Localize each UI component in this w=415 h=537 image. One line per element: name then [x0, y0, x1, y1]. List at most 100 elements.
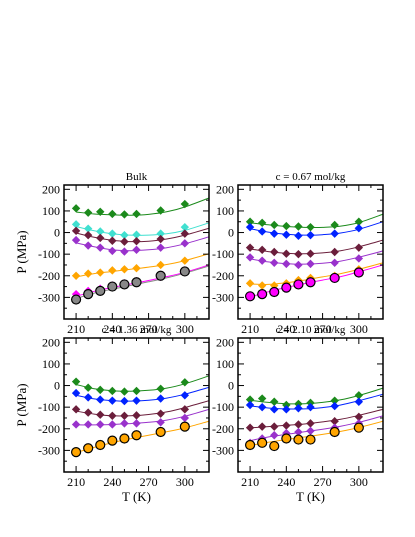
series-5-point — [329, 426, 340, 438]
series-4-line — [75, 236, 209, 252]
y-tick-label: -300 — [38, 290, 60, 304]
series-1-point — [120, 387, 129, 396]
series-4-point — [83, 420, 93, 429]
x-axis-label: T (K) — [296, 489, 325, 504]
series-3-point — [96, 410, 105, 419]
series-2-point — [270, 405, 279, 414]
series-4-point — [83, 241, 93, 250]
series-7-point — [155, 270, 166, 281]
series-4-point — [71, 235, 81, 245]
series-2-point — [120, 396, 129, 406]
plot-area — [70, 197, 209, 305]
x-tick-label: 270 — [314, 322, 332, 336]
series-4-point — [294, 427, 303, 437]
series-1-point — [71, 377, 81, 386]
x-tick-label: 240 — [277, 475, 295, 489]
series-3-point — [282, 421, 291, 430]
y-tick-label: -300 — [38, 443, 60, 457]
series-3-point — [257, 245, 267, 255]
series-1-point — [270, 220, 279, 230]
y-tick-label: -300 — [212, 443, 234, 457]
series-2-point — [71, 220, 81, 229]
y-axis-label: P (MPa) — [14, 383, 29, 426]
series-4-point — [294, 260, 303, 270]
series-2-point — [108, 396, 117, 405]
series-3-point — [156, 234, 165, 244]
series-2-point — [180, 391, 190, 400]
series-5-point — [95, 439, 106, 451]
series-3-point — [270, 422, 279, 431]
series-2-point — [306, 230, 315, 240]
series-4-point — [156, 243, 165, 252]
series-1-point — [330, 396, 339, 405]
series-4-point — [257, 256, 267, 265]
series-3-point — [180, 405, 190, 414]
series-1-point — [306, 222, 315, 232]
series-1-point — [257, 218, 267, 228]
panel-title: Bulk — [126, 171, 148, 183]
series-2-point — [282, 405, 291, 414]
series-4-point — [270, 258, 279, 268]
series-3-point — [83, 230, 93, 240]
series-3-point — [156, 409, 165, 418]
series-7-point — [83, 289, 94, 300]
y-tick-label: 0 — [54, 379, 60, 393]
series-5-point — [119, 433, 130, 444]
series-2-point — [132, 396, 141, 405]
series-2-point — [71, 388, 81, 398]
series-7-point — [95, 285, 106, 297]
series-5-point — [257, 437, 268, 448]
series-2-point — [83, 224, 93, 233]
series-1-point — [257, 394, 267, 403]
series-1-point — [108, 386, 117, 396]
series-1-point — [132, 209, 141, 219]
series-1-point — [294, 222, 303, 231]
y-tick-label: 200 — [42, 182, 60, 196]
series-1-line — [75, 375, 209, 392]
y-tick-label: 200 — [216, 335, 234, 349]
panel-2: c = 0.67 mol/kg 210 240 270 300 -300 -200 -100 0… — [212, 171, 384, 336]
series-4-point — [96, 420, 105, 429]
x-tick-label: 270 — [140, 322, 158, 336]
series-5-point — [131, 430, 142, 441]
series-1-point — [108, 209, 117, 219]
series-3-point — [306, 419, 315, 428]
series-4-point — [282, 259, 291, 269]
x-tick-label: 300 — [176, 322, 194, 336]
series-4-point — [71, 420, 81, 429]
series-4-point — [132, 245, 141, 255]
x-tick-label: 240 — [103, 475, 121, 489]
series-4-point — [156, 418, 165, 427]
series-4-point — [132, 419, 141, 428]
series-3-point — [282, 249, 291, 258]
series-4-point — [108, 246, 117, 256]
series-2-point — [108, 229, 117, 238]
series-3-point — [180, 229, 190, 238]
series-5-point — [107, 435, 118, 446]
y-tick-label: -100 — [38, 247, 60, 261]
series-2-line — [250, 221, 383, 236]
series-1-point — [120, 210, 129, 219]
series-3-point — [257, 422, 267, 431]
series-7-point — [131, 277, 142, 288]
series-1-point — [245, 395, 255, 404]
series-3-point — [108, 236, 117, 245]
series-2-point — [270, 229, 279, 238]
series-7-point — [70, 294, 82, 305]
series-2-point — [294, 404, 303, 413]
series-1-point — [306, 398, 315, 408]
series-2-point — [306, 402, 315, 412]
series-2-point — [257, 227, 267, 236]
series-3-point — [245, 243, 255, 252]
x-tick-label: 270 — [314, 475, 332, 489]
series-1-line — [250, 213, 383, 229]
y-tick-label: 100 — [42, 204, 60, 218]
x-tick-label: 240 — [277, 322, 295, 336]
x-tick-label: 210 — [241, 475, 259, 489]
series-3-point — [330, 417, 339, 426]
series-2-point — [120, 230, 129, 240]
series-5-point — [245, 279, 255, 288]
series-2-point — [156, 394, 165, 403]
series-1-point — [282, 400, 291, 410]
x-tick-label: 210 — [241, 322, 259, 336]
